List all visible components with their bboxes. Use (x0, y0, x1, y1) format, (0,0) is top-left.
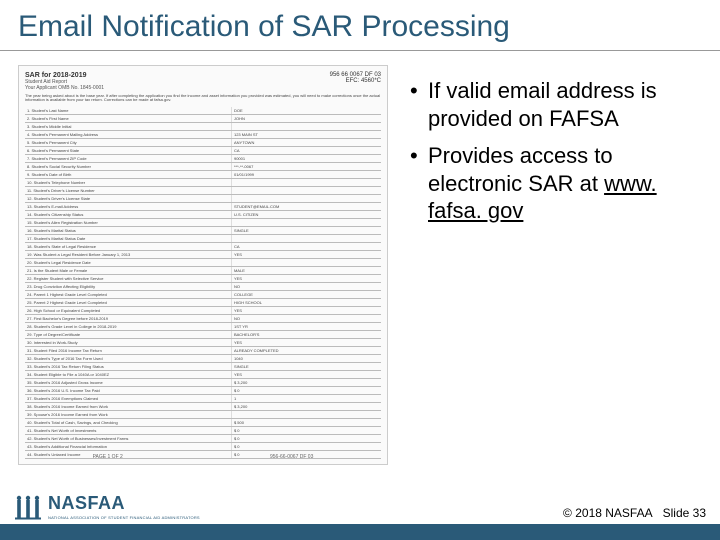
sar-row: 26. High School or Equivalent CompletedY… (25, 306, 381, 314)
logo-text: NASFAA (48, 493, 200, 514)
bullet-2-text: Provides access to electronic SAR at (428, 143, 613, 196)
sar-row: 10. Student's Telephone Number (25, 178, 381, 186)
sar-page-num: PAGE 1 OF 2 (93, 454, 123, 460)
sar-efc: EFC: 4560*C (330, 78, 381, 84)
sar-applicant: Your Applicant OMB No. 1845-0001 (25, 85, 104, 91)
sar-row: 23. Drug Conviction Affecting Eligibilit… (25, 282, 381, 290)
sar-row: 4. Student's Permanent Mailing Address12… (25, 130, 381, 138)
slide-number: Slide 33 (663, 506, 706, 520)
sar-row: 13. Student's E-mail AddressSTUDENT@EMAI… (25, 202, 381, 210)
sar-data-table: 1. Student's Last NameDOE2. Student's Fi… (25, 107, 381, 459)
sar-row: 18. Student's State of Legal ResidenceCA (25, 242, 381, 250)
sar-row: 38. Student's 2016 Income Earned from Wo… (25, 402, 381, 410)
sar-row: 20. Student's Legal Residence Date (25, 258, 381, 266)
sar-row: 35. Student's 2016 Adjusted Gross Income… (25, 378, 381, 386)
sar-row: 30. Interested in Work-StudyYES (25, 338, 381, 346)
sar-row: 19. Was Student a Legal Resident Before … (25, 250, 381, 258)
nasfaa-logo: NASFAA NATIONAL ASSOCIATION OF STUDENT F… (14, 493, 200, 520)
slide-footer: NASFAA NATIONAL ASSOCIATION OF STUDENT F… (0, 493, 720, 540)
sar-row: 3. Student's Middle Initial (25, 122, 381, 130)
sar-row: 21. Is the Student Male or FemaleMALE (25, 266, 381, 274)
sar-row: 12. Student's Driver's License State (25, 194, 381, 202)
sar-row: 22. Register Student with Selective Serv… (25, 274, 381, 282)
sar-row: 31. Student Filed 2016 Income Tax Return… (25, 346, 381, 354)
footer-bar (0, 524, 720, 540)
sar-row: 37. Student's 2016 Exemptions Claimed1 (25, 394, 381, 402)
content-area: SAR for 2018-2019 Student Aid Report You… (0, 57, 720, 465)
sar-row: 25. Parent 2 Highest Grade Level Complet… (25, 298, 381, 306)
slide-title: Email Notification of SAR Processing (0, 0, 720, 50)
sar-row: 11. Student's Driver's License Number (25, 186, 381, 194)
sar-row: 17. Student's Marital Status Date (25, 234, 381, 242)
sar-row: 8. Student's Social Security Number***-*… (25, 162, 381, 170)
sar-row: 29. Type of Degree/CertificateBACHELOR'S (25, 330, 381, 338)
sar-document-image: SAR for 2018-2019 Student Aid Report You… (18, 65, 388, 465)
bullet-list: If valid email address is provided on FA… (406, 65, 702, 465)
sar-row: 7. Student's Permanent ZIP Code90001 (25, 154, 381, 162)
sar-row: 16. Student's Marital StatusSINGLE (25, 226, 381, 234)
sar-row: 6. Student's Permanent StateCA (25, 146, 381, 154)
pillars-icon (14, 494, 42, 520)
sar-row: 1. Student's Last NameDOE (25, 107, 381, 115)
sar-heading: SAR for 2018-2019 (25, 72, 104, 79)
bullet-item-2: Provides access to electronic SAR at www… (406, 142, 702, 225)
copyright: © 2018 NASFAA (563, 506, 653, 520)
bullet-item-1: If valid email address is provided on FA… (406, 77, 702, 132)
sar-row: 43. Student's Additional Financial Infor… (25, 442, 381, 450)
sar-row: 9. Student's Date of Birth01/01/1999 (25, 170, 381, 178)
sar-row: 40. Student's Total of Cash, Savings, an… (25, 418, 381, 426)
sar-row: 27. First Bachelor's Degree before 2018-… (25, 314, 381, 322)
sar-row: 33. Student's 2016 Tax Return Filing Sta… (25, 362, 381, 370)
sar-row: 2. Student's First NameJOHN (25, 114, 381, 122)
sar-intro-text: The year being asked about is the base y… (25, 94, 381, 103)
sar-row: 5. Student's Permanent CityANYTOWN (25, 138, 381, 146)
sar-row: 34. Student Eligible to File a 1040A or … (25, 370, 381, 378)
sar-row: 15. Student's Alien Registration Number (25, 218, 381, 226)
sar-row: 36. Student's 2016 U.S. Income Tax Paid$… (25, 386, 381, 394)
sar-row: 24. Parent 1 Highest Grade Level Complet… (25, 290, 381, 298)
sar-row: 14. Student's Citizenship StatusU.S. CIT… (25, 210, 381, 218)
title-divider (0, 50, 720, 51)
logo-subtext: NATIONAL ASSOCIATION OF STUDENT FINANCIA… (48, 515, 200, 520)
sar-row: 42. Student's Net Worth of Businesses/In… (25, 434, 381, 442)
sar-row: 41. Student's Net Worth of Investments$ … (25, 426, 381, 434)
sar-row: 32. Student's Type of 2016 Tax Form Used… (25, 354, 381, 362)
sar-foot-code: 956-66-0067 DF 03 (270, 454, 313, 460)
sar-row: 28. Student's Grade Level in College in … (25, 322, 381, 330)
sar-row: 39. Spouse's 2016 Income Earned from Wor… (25, 410, 381, 418)
